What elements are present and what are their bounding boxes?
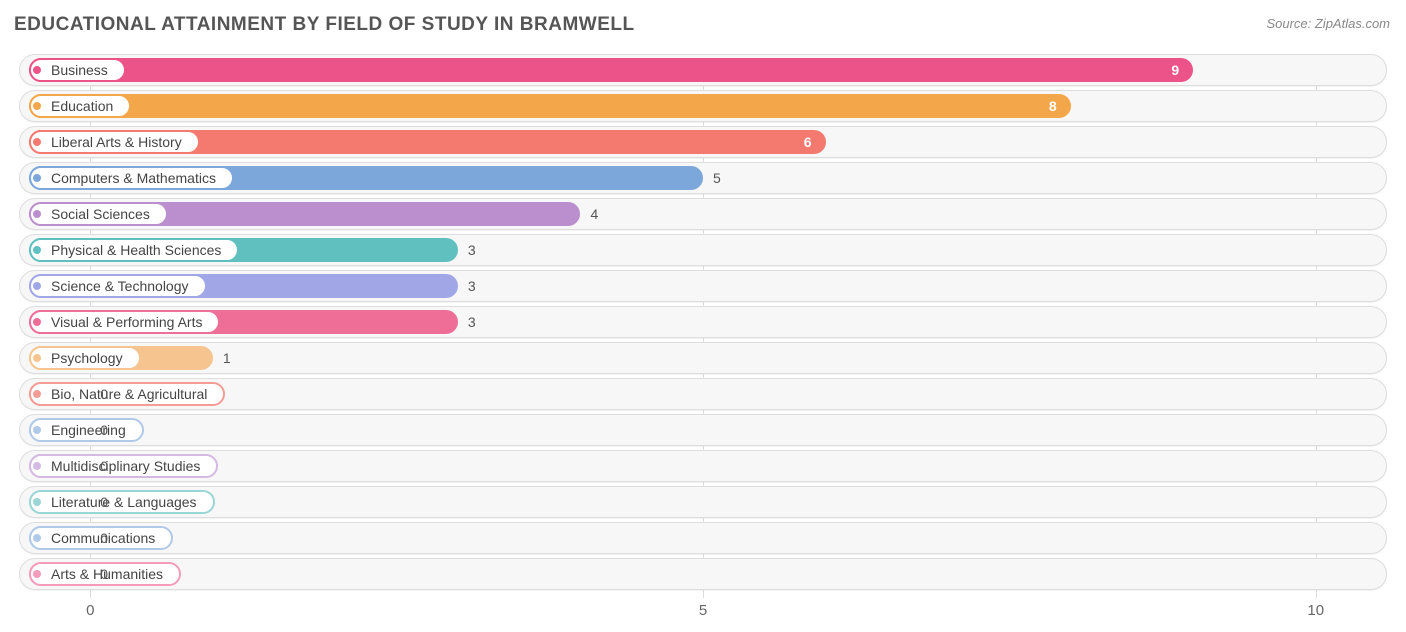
- value-label: 0: [90, 522, 108, 554]
- category-dot-icon: [33, 390, 41, 398]
- value-label: 6: [29, 126, 826, 158]
- bar-row: Computers & Mathematics 5: [14, 162, 1392, 194]
- value-label: 8: [29, 90, 1071, 122]
- category-pill: Social Sciences: [29, 202, 168, 226]
- category-label: Science & Technology: [51, 278, 189, 294]
- bar-track: [19, 486, 1387, 518]
- x-tick-label: 10: [1307, 602, 1324, 619]
- value-label: 0: [90, 414, 108, 446]
- category-dot-icon: [33, 318, 41, 326]
- value-label: 0: [90, 558, 108, 590]
- category-label: Visual & Performing Arts: [51, 314, 202, 330]
- category-dot-icon: [33, 426, 41, 434]
- bar-row: Psychology 1: [14, 342, 1392, 374]
- bar-row: Liberal Arts & History6: [14, 126, 1392, 158]
- category-label: Psychology: [51, 350, 123, 366]
- category-label: Multidisciplinary Studies: [51, 458, 200, 474]
- plot-region: Business9 Education8 Liberal Arts & Histor…: [14, 54, 1392, 594]
- chart-title: EDUCATIONAL ATTAINMENT BY FIELD OF STUDY…: [14, 14, 635, 36]
- category-label: Computers & Mathematics: [51, 170, 216, 186]
- bar-row: Science & Technology 3: [14, 270, 1392, 302]
- source-attribution: Source: ZipAtlas.com: [1266, 16, 1390, 31]
- category-pill: Physical & Health Sciences: [29, 238, 239, 262]
- category-pill: Psychology: [29, 346, 141, 370]
- bar-row: Visual & Performing Arts 3: [14, 306, 1392, 338]
- category-dot-icon: [33, 534, 41, 542]
- value-label: 3: [458, 306, 476, 338]
- bar-row: Arts & Humanities0: [14, 558, 1392, 590]
- category-label: Literature & Languages: [51, 494, 197, 510]
- bar-track: [19, 522, 1387, 554]
- category-dot-icon: [33, 354, 41, 362]
- x-tick-label: 5: [699, 602, 707, 619]
- value-label: 5: [703, 162, 721, 194]
- category-pill: Bio, Nature & Agricultural: [29, 382, 225, 406]
- value-label: 0: [90, 378, 108, 410]
- category-dot-icon: [33, 210, 41, 218]
- chart-area: Business9 Education8 Liberal Arts & Histor…: [14, 54, 1392, 622]
- value-label: 9: [29, 54, 1193, 86]
- category-dot-icon: [33, 246, 41, 254]
- category-dot-icon: [33, 174, 41, 182]
- bar-row: Multidisciplinary Studies0: [14, 450, 1392, 482]
- category-pill: Literature & Languages: [29, 490, 215, 514]
- category-pill: Visual & Performing Arts: [29, 310, 220, 334]
- bar-track: [19, 558, 1387, 590]
- value-label: 3: [458, 270, 476, 302]
- value-label: 1: [213, 342, 231, 374]
- bar-row: Communications0: [14, 522, 1392, 554]
- category-label: Bio, Nature & Agricultural: [51, 386, 207, 402]
- category-dot-icon: [33, 282, 41, 290]
- bar-row: Literature & Languages0: [14, 486, 1392, 518]
- bar-row: Education8: [14, 90, 1392, 122]
- value-label: 0: [90, 450, 108, 482]
- category-label: Physical & Health Sciences: [51, 242, 221, 258]
- category-label: Engineering: [51, 422, 126, 438]
- value-label: 0: [90, 486, 108, 518]
- category-dot-icon: [33, 570, 41, 578]
- category-pill: Science & Technology: [29, 274, 207, 298]
- category-pill: Multidisciplinary Studies: [29, 454, 218, 478]
- bar-track: [19, 414, 1387, 446]
- category-pill: Engineering: [29, 418, 144, 442]
- bar-row: Engineering0: [14, 414, 1392, 446]
- category-dot-icon: [33, 462, 41, 470]
- bar-row: Business9: [14, 54, 1392, 86]
- bar-track: [19, 450, 1387, 482]
- bar-row: Bio, Nature & Agricultural0: [14, 378, 1392, 410]
- value-label: 4: [580, 198, 598, 230]
- x-tick-label: 0: [86, 602, 94, 619]
- value-label: 3: [458, 234, 476, 266]
- category-dot-icon: [33, 498, 41, 506]
- bar-row: Social Sciences 4: [14, 198, 1392, 230]
- bar-row: Physical & Health Sciences 3: [14, 234, 1392, 266]
- category-label: Social Sciences: [51, 206, 150, 222]
- category-pill: Computers & Mathematics: [29, 166, 234, 190]
